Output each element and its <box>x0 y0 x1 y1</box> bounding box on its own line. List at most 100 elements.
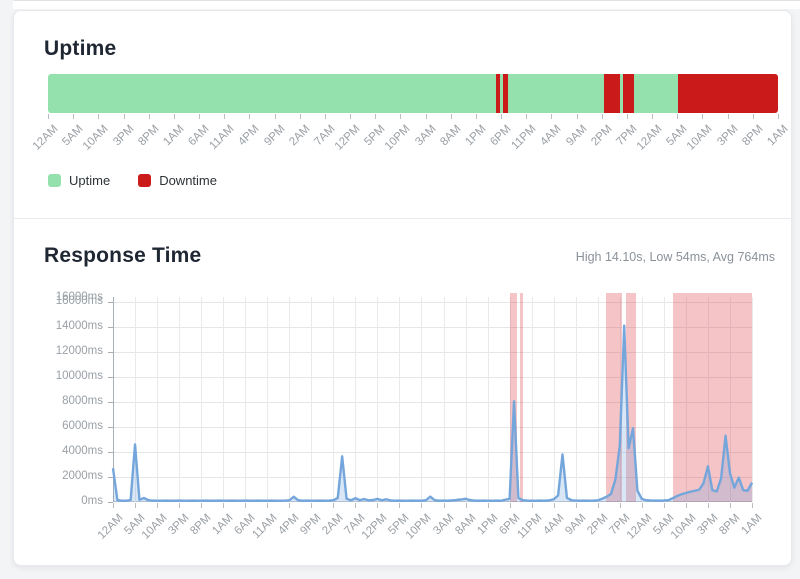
v-gridline <box>289 297 291 502</box>
uptime-axis-tick <box>450 114 452 119</box>
uptime-segment-down[interactable] <box>677 74 778 113</box>
uptime-segment-up[interactable] <box>507 74 605 113</box>
response-line-svg <box>111 324 754 502</box>
response-axis-tick <box>311 503 313 508</box>
y-axis-tick <box>108 477 113 478</box>
v-gridline <box>223 297 225 502</box>
v-gridline <box>663 297 665 502</box>
section-divider <box>14 218 791 219</box>
response-x-label: 8PM <box>188 512 214 538</box>
response-axis-tick <box>179 503 181 508</box>
response-x-label: 4AM <box>540 512 567 538</box>
v-gridline <box>421 297 423 502</box>
legend-item-uptime: Uptime <box>48 173 110 188</box>
uptime-axis-tick <box>501 114 503 119</box>
v-gridline <box>179 297 181 502</box>
uptime-segment-up[interactable] <box>48 74 497 113</box>
uptime-axis-tick <box>702 114 704 119</box>
y-axis-tick <box>108 452 113 453</box>
response-section-title: Response Time <box>44 244 202 267</box>
response-x-label: 3PM <box>695 512 721 538</box>
uptime-x-label: 9PM <box>261 123 288 149</box>
monitor-card: Uptime 12AM 5AM 10AM 3PM 8PM 1AM 6AM 11AM 4PM 9PM… <box>13 10 792 566</box>
uptime-axis-tick <box>475 114 477 119</box>
response-axis-tick <box>752 503 753 508</box>
uptime-x-label: 2PM <box>589 123 615 149</box>
v-gridline <box>333 297 335 502</box>
h-gridline <box>113 302 752 303</box>
uptime-axis-tick <box>752 114 754 119</box>
response-x-label: 8AM <box>452 512 479 538</box>
uptime-x-label: 8AM <box>438 123 464 149</box>
uptime-axis-tick <box>375 114 377 119</box>
response-x-label: 4PM <box>276 512 302 538</box>
uptime-axis-tick <box>677 114 679 119</box>
h-gridline <box>113 352 752 353</box>
response-axis-tick <box>223 503 225 508</box>
uptime-x-label: 1AM <box>161 123 187 149</box>
h-gridline <box>113 427 752 428</box>
y-axis-label: 6000ms <box>62 420 103 432</box>
response-time-chart[interactable] <box>111 293 754 502</box>
response-axis-tick <box>421 503 423 508</box>
uptime-segment-up[interactable] <box>634 74 678 113</box>
downtime-band <box>672 293 752 502</box>
uptime-x-label: 10AM <box>685 123 715 153</box>
uptime-segment-down[interactable] <box>604 74 621 113</box>
uptime-axis-tick <box>425 114 427 119</box>
response-axis-tick <box>465 503 467 508</box>
response-x-label: 3AM <box>430 512 457 538</box>
response-axis-tick <box>201 503 203 508</box>
uptime-axis-tick <box>778 114 779 119</box>
uptime-x-label: 4AM <box>538 123 564 149</box>
response-x-label: 1PM <box>474 512 501 538</box>
response-axis-tick <box>333 503 335 508</box>
response-area-fill <box>113 325 752 502</box>
response-axis-tick <box>377 503 379 508</box>
uptime-axis-tick <box>73 114 75 119</box>
response-axis-tick <box>245 503 247 508</box>
response-x-label: 11AM <box>250 512 280 542</box>
x-axis-line <box>113 501 752 502</box>
uptime-segment-up[interactable] <box>499 74 503 113</box>
uptime-x-label: 1AM <box>765 123 791 149</box>
downtime-band <box>626 293 636 502</box>
y-axis-label: 16000ms <box>55 295 103 307</box>
uptime-x-label: 12PM <box>332 123 363 153</box>
uptime-segment-up[interactable] <box>620 74 624 113</box>
y-axis-tick <box>108 427 113 428</box>
uptime-legend: Uptime Downtime <box>48 173 217 188</box>
uptime-segment-down[interactable] <box>496 74 500 113</box>
uptime-axis-tick <box>224 114 226 119</box>
uptime-segment-down[interactable] <box>502 74 508 113</box>
h-gridline <box>113 452 752 453</box>
uptime-x-label: 11AM <box>207 123 237 153</box>
response-x-label: 10PM <box>404 512 434 542</box>
uptime-axis-tick <box>148 114 150 119</box>
response-x-label: 9PM <box>298 512 324 538</box>
response-x-label: 3PM <box>166 512 192 538</box>
response-axis-tick <box>531 503 533 508</box>
uptime-axis-tick <box>48 114 49 119</box>
uptime-bar-chart[interactable] <box>48 74 778 113</box>
response-x-label: 12AM <box>95 512 126 542</box>
response-x-label: 2PM <box>585 512 611 538</box>
y-axis-label-overlap: 16000ms <box>55 291 103 303</box>
v-gridline <box>245 297 247 502</box>
uptime-axis-tick <box>173 114 175 119</box>
uptime-segment-down[interactable] <box>623 74 635 113</box>
y-axis-tick <box>108 377 113 378</box>
v-gridline <box>377 297 379 502</box>
uptime-axis-tick <box>526 114 528 119</box>
v-gridline <box>465 297 467 502</box>
y-axis-label: 0ms <box>81 495 103 507</box>
v-gridline <box>619 297 621 502</box>
uptime-axis-tick <box>652 114 654 119</box>
y-axis-label: 14000ms <box>55 320 103 332</box>
response-stats: High 14.10s, Low 54ms, Avg 764ms <box>575 250 775 264</box>
response-axis-tick <box>707 503 709 508</box>
response-axis-tick <box>267 503 269 508</box>
response-x-label: 11PM <box>514 512 545 542</box>
downtime-band <box>520 293 524 502</box>
response-axis-tick <box>355 503 357 508</box>
